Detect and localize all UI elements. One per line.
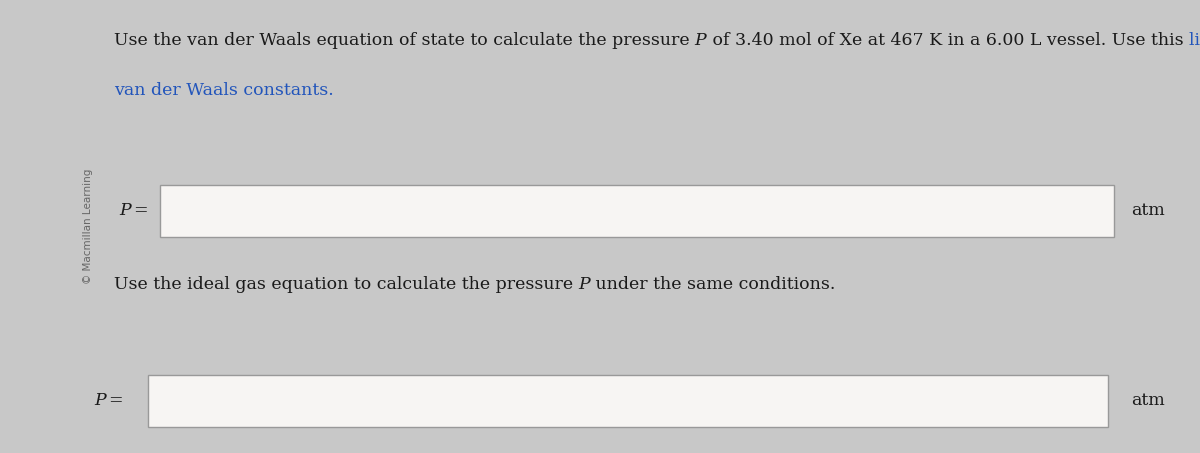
Text: atm: atm — [1132, 392, 1165, 410]
Text: van der Waals constants.: van der Waals constants. — [114, 82, 334, 99]
Text: P: P — [94, 392, 106, 410]
Text: of 3.40 mol of Xe at 467 K in a 6.00 L vessel. Use this: of 3.40 mol of Xe at 467 K in a 6.00 L v… — [707, 32, 1189, 49]
Text: P: P — [695, 32, 707, 49]
Text: atm: atm — [1132, 202, 1165, 219]
Text: © Macmillan Learning: © Macmillan Learning — [83, 169, 94, 284]
Text: =: = — [108, 392, 122, 410]
Text: Use the ideal gas equation to calculate the pressure: Use the ideal gas equation to calculate … — [114, 276, 578, 294]
Text: P: P — [578, 276, 590, 294]
FancyBboxPatch shape — [160, 185, 1114, 236]
Text: P: P — [119, 202, 131, 219]
Text: Use the van der Waals equation of state to calculate the pressure: Use the van der Waals equation of state … — [114, 32, 695, 49]
FancyBboxPatch shape — [148, 375, 1108, 427]
Text: =: = — [133, 202, 148, 219]
Text: list of: list of — [1189, 32, 1200, 49]
Text: under the same conditions.: under the same conditions. — [590, 276, 835, 294]
